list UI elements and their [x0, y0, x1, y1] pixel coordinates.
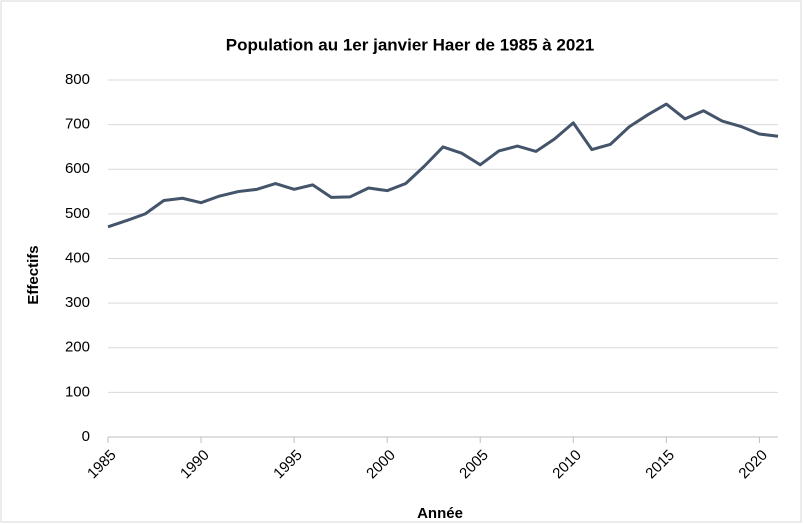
line-series — [107, 102, 779, 229]
y-tick-label: 100 — [65, 383, 90, 400]
y-tick-label: 0 — [82, 428, 90, 445]
x-axis-title: Année — [417, 505, 463, 522]
y-tick-label: 200 — [65, 339, 90, 356]
y-tick-label: 400 — [65, 249, 90, 266]
y-tick-label: 500 — [65, 205, 90, 222]
y-tick-label: 700 — [65, 116, 90, 133]
y-tick-label: 300 — [65, 294, 90, 311]
chart-title: Population au 1er janvier Haer de 1985 à… — [226, 35, 595, 54]
y-tick-label: 600 — [65, 160, 90, 177]
y-axis-title: Effectifs — [25, 245, 42, 304]
y-tick-label: 800 — [65, 71, 90, 88]
